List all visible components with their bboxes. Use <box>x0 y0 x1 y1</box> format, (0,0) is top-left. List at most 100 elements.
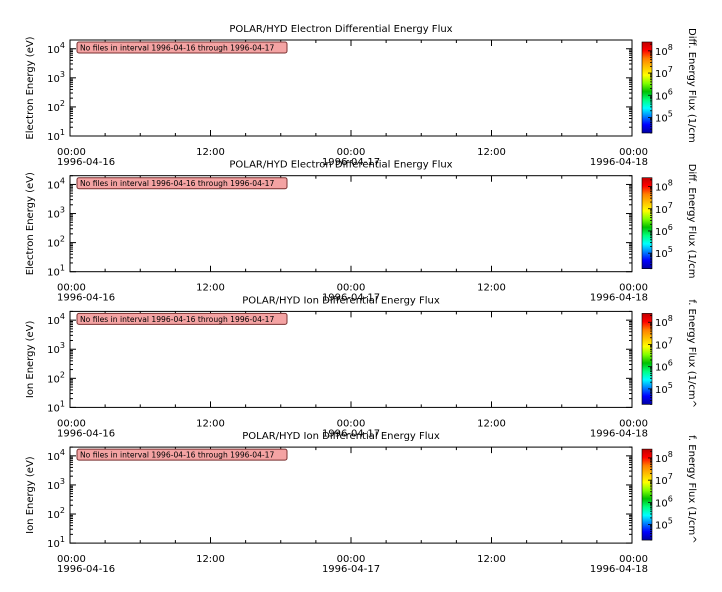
x-tick-label: 12:00 <box>196 418 225 429</box>
colorbar-tick-label: 107 <box>655 336 673 351</box>
y-tick-label: 103 <box>47 341 65 356</box>
no-data-message-box <box>76 312 288 325</box>
colorbar-tick-label: 107 <box>655 201 673 216</box>
colorbar-tick-label: 105 <box>655 517 673 532</box>
x-tick-date-label: 1996-04-17 <box>322 293 380 304</box>
x-tick-date-label: 1996-04-18 <box>590 157 648 168</box>
colorbar-tick-label: 108 <box>655 43 673 58</box>
colorbar <box>641 313 653 405</box>
panel-2: POLAR/HYD Electron Differential Energy F… <box>25 160 697 304</box>
x-tick-date-label: 1996-04-17 <box>322 564 380 575</box>
colorbar-tick-label: 108 <box>655 450 673 465</box>
panel-3: POLAR/HYD Ion Differential Energy Flux Io… <box>25 295 697 439</box>
x-tick-date-label: 1996-04-16 <box>57 428 115 439</box>
y-tick-label: 103 <box>47 477 65 492</box>
x-tick-label: 00:00 <box>337 418 366 429</box>
x-tick-date-label: 1996-04-18 <box>590 293 648 304</box>
x-tick-label: 12:00 <box>196 147 225 158</box>
x-tick-label: 12:00 <box>477 147 506 158</box>
colorbar-tick-label: 106 <box>655 494 673 509</box>
colorbar-tick-label: 105 <box>655 109 673 124</box>
x-tick-date-label: 1996-04-17 <box>322 157 380 168</box>
plot-frame <box>69 446 633 544</box>
no-data-message-box <box>76 177 288 190</box>
x-tick-date-label: 1996-04-18 <box>590 428 648 439</box>
panel-1: POLAR/HYD Electron Differential Energy F… <box>25 24 697 168</box>
colorbar-tick-label: 108 <box>655 314 673 329</box>
colorbar-tick-label: 106 <box>655 87 673 102</box>
colorbar-tick-label: 105 <box>655 245 673 260</box>
x-tick-label: 12:00 <box>477 283 506 294</box>
colorbar-tick-label: 108 <box>655 179 673 194</box>
x-tick-date-label: 1996-04-18 <box>590 564 648 575</box>
no-data-message: No files in interval 1996-04-16 through … <box>76 41 288 54</box>
chart-title: POLAR/HYD Electron Differential Energy F… <box>229 24 452 35</box>
colorbar-tick-label: 107 <box>655 65 673 80</box>
chart-title: POLAR/HYD Ion Differential Energy Flux <box>242 431 440 442</box>
x-tick-date-label: 1996-04-16 <box>57 564 115 575</box>
plot-frame <box>69 175 633 273</box>
y-tick-label: 104 <box>47 41 65 56</box>
y-tick-label: 101 <box>47 535 65 550</box>
y-tick-label: 102 <box>47 235 65 250</box>
x-tick-label: 00:00 <box>619 283 648 294</box>
no-data-message: No files in interval 1996-04-16 through … <box>76 177 288 190</box>
y-axis-label: Ion Energy (eV) <box>25 456 36 534</box>
colorbar <box>641 177 653 269</box>
y-tick-label: 104 <box>47 176 65 191</box>
x-tick-label: 12:00 <box>196 554 225 565</box>
chart-title: POLAR/HYD Ion Differential Energy Flux <box>242 295 440 306</box>
x-tick-label: 12:00 <box>196 283 225 294</box>
x-tick-date-label: 1996-04-16 <box>57 157 115 168</box>
x-tick-label: 12:00 <box>477 418 506 429</box>
no-data-message-text: No files in interval 1996-04-16 through … <box>80 451 274 460</box>
x-tick-date-label: 1996-04-16 <box>57 293 115 304</box>
colorbar-label: Diff. Energy Flux (1/cm <box>686 28 697 143</box>
no-data-message-box <box>76 41 288 54</box>
x-tick-date-label: 1996-04-17 <box>322 428 380 439</box>
y-tick-label: 102 <box>47 99 65 114</box>
plot-frame <box>69 39 633 137</box>
x-tick-label: 00:00 <box>57 554 86 565</box>
x-tick-label: 00:00 <box>57 283 86 294</box>
colorbar-label: f. Energy Flux (1/cm^ <box>686 435 697 544</box>
y-tick-label: 102 <box>47 506 65 521</box>
y-tick-label: 101 <box>47 399 65 414</box>
x-tick-label: 00:00 <box>57 147 86 158</box>
colorbar <box>641 448 653 541</box>
y-tick-label: 104 <box>47 312 65 327</box>
colorbar-tick-label: 106 <box>655 359 673 374</box>
y-tick-label: 101 <box>47 128 65 143</box>
y-axis-label: Ion Energy (eV) <box>25 321 36 399</box>
x-tick-label: 00:00 <box>619 418 648 429</box>
x-tick-label: 00:00 <box>337 283 366 294</box>
x-tick-label: 00:00 <box>57 418 86 429</box>
y-tick-label: 101 <box>47 264 65 279</box>
x-tick-label: 00:00 <box>619 147 648 158</box>
y-tick-label: 102 <box>47 370 65 385</box>
colorbar-tick-label: 107 <box>655 472 673 487</box>
colorbar-label: f. Energy Flux (1/cm^ <box>686 299 697 408</box>
colorbar-tick-label: 106 <box>655 223 673 238</box>
y-tick-label: 104 <box>47 448 65 463</box>
no-data-message-box <box>76 448 288 461</box>
no-data-message: No files in interval 1996-04-16 through … <box>76 448 288 461</box>
no-data-message-text: No files in interval 1996-04-16 through … <box>80 315 274 324</box>
x-tick-label: 12:00 <box>477 554 506 565</box>
chart-title: POLAR/HYD Electron Differential Energy F… <box>229 160 452 171</box>
panel-4: POLAR/HYD Ion Differential Energy Flux Io… <box>25 431 697 575</box>
colorbar <box>641 41 653 134</box>
y-tick-label: 103 <box>47 206 65 221</box>
no-data-message: No files in interval 1996-04-16 through … <box>76 312 288 325</box>
x-tick-label: 00:00 <box>337 554 366 565</box>
x-tick-label: 00:00 <box>619 554 648 565</box>
y-axis-label: Electron Energy (eV) <box>25 36 36 139</box>
plot-frame <box>69 310 633 408</box>
y-axis-label: Electron Energy (eV) <box>25 172 36 275</box>
colorbar-tick-label: 105 <box>655 381 673 396</box>
y-tick-label: 103 <box>47 70 65 85</box>
no-data-message-text: No files in interval 1996-04-16 through … <box>80 44 274 53</box>
colorbar-label: Diff. Energy Flux (1/cm <box>686 164 697 279</box>
no-data-message-text: No files in interval 1996-04-16 through … <box>80 179 274 188</box>
